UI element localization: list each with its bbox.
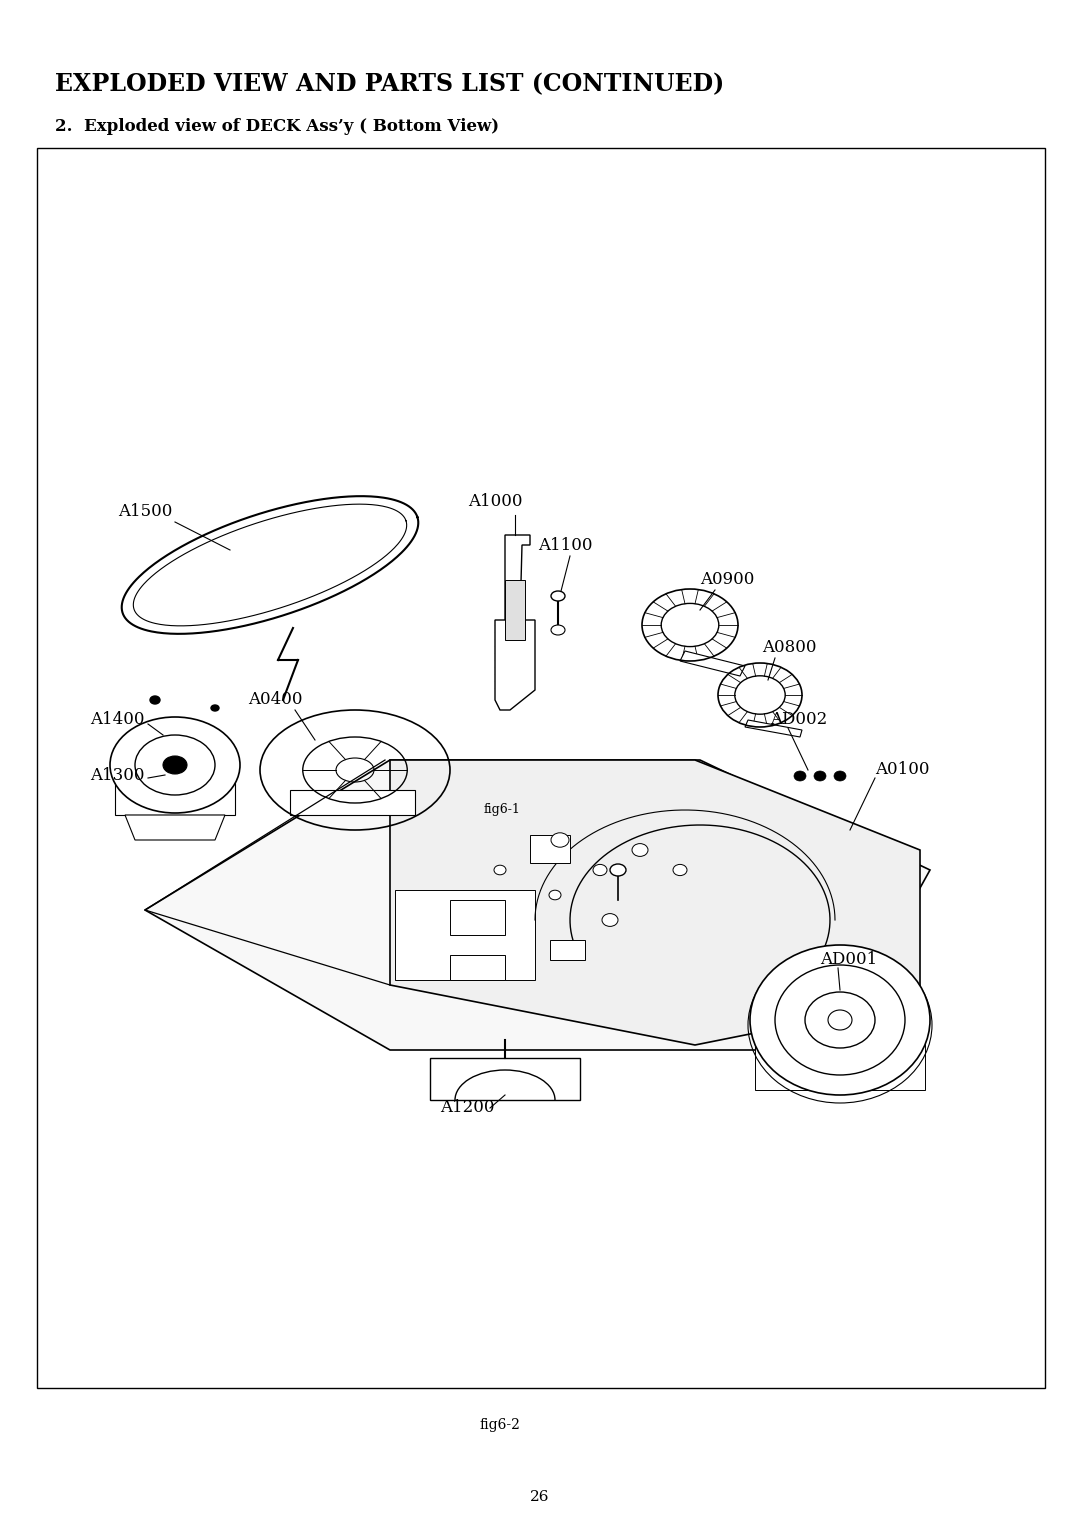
Polygon shape <box>145 759 930 1050</box>
Bar <box>450 955 505 979</box>
Ellipse shape <box>632 843 648 856</box>
Bar <box>37 148 1045 1387</box>
Polygon shape <box>680 651 745 675</box>
Bar <box>505 581 525 640</box>
Text: A1500: A1500 <box>118 504 173 521</box>
Ellipse shape <box>551 833 569 847</box>
Ellipse shape <box>775 966 905 1076</box>
Bar <box>530 834 570 863</box>
Ellipse shape <box>549 891 561 900</box>
Ellipse shape <box>750 944 930 1096</box>
Ellipse shape <box>610 863 626 876</box>
Ellipse shape <box>110 717 240 813</box>
Text: A0800: A0800 <box>762 640 816 657</box>
Ellipse shape <box>135 735 215 795</box>
Polygon shape <box>395 889 535 979</box>
Ellipse shape <box>551 625 565 636</box>
Ellipse shape <box>163 756 187 775</box>
Ellipse shape <box>551 591 565 601</box>
Text: A1400: A1400 <box>90 712 145 729</box>
Ellipse shape <box>593 865 607 876</box>
Text: A0400: A0400 <box>248 692 302 709</box>
Bar <box>450 900 505 935</box>
Ellipse shape <box>794 772 806 781</box>
Polygon shape <box>745 720 802 736</box>
Ellipse shape <box>834 772 846 781</box>
Text: 26: 26 <box>530 1490 550 1504</box>
Ellipse shape <box>828 1010 852 1030</box>
Text: A1200: A1200 <box>440 1100 495 1117</box>
Text: fig6-2: fig6-2 <box>480 1418 521 1432</box>
Text: AD001: AD001 <box>820 952 877 969</box>
Text: 2.  Exploded view of DECK Ass’y ( Bottom View): 2. Exploded view of DECK Ass’y ( Bottom … <box>55 118 499 134</box>
Text: EXPLODED VIEW AND PARTS LIST (CONTINUED): EXPLODED VIEW AND PARTS LIST (CONTINUED) <box>55 72 725 96</box>
Polygon shape <box>495 535 535 711</box>
Text: A1000: A1000 <box>468 494 523 510</box>
Text: A1300: A1300 <box>90 767 145 784</box>
Polygon shape <box>755 999 924 1089</box>
Text: A1100: A1100 <box>538 536 593 553</box>
Ellipse shape <box>211 704 219 711</box>
Text: A0900: A0900 <box>700 571 754 588</box>
Text: A0100: A0100 <box>875 761 930 778</box>
Ellipse shape <box>602 914 618 926</box>
Polygon shape <box>125 814 225 840</box>
Ellipse shape <box>673 865 687 876</box>
Text: AD002: AD002 <box>770 712 827 729</box>
Polygon shape <box>390 759 920 1045</box>
Text: fig6-1: fig6-1 <box>484 804 521 816</box>
Polygon shape <box>114 770 235 814</box>
Ellipse shape <box>150 695 160 704</box>
Ellipse shape <box>494 865 507 876</box>
Polygon shape <box>291 790 415 814</box>
Polygon shape <box>430 1057 580 1100</box>
Ellipse shape <box>805 992 875 1048</box>
Bar <box>550 940 585 960</box>
Ellipse shape <box>814 772 826 781</box>
